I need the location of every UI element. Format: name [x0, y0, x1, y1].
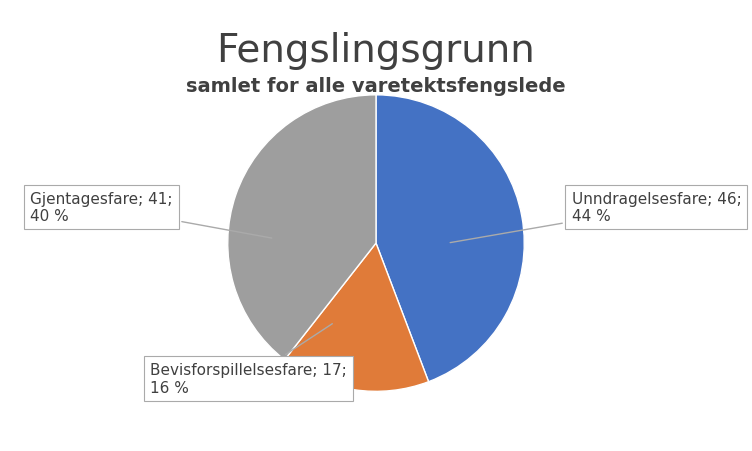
- Text: Bevisforspillelsesfare; 17;
16 %: Bevisforspillelsesfare; 17; 16 %: [150, 324, 347, 395]
- Wedge shape: [228, 96, 376, 360]
- Text: Fengslingsgrunn: Fengslingsgrunn: [217, 32, 535, 69]
- Wedge shape: [284, 244, 429, 391]
- Wedge shape: [376, 96, 524, 382]
- Text: samlet for alle varetektsfengslede: samlet for alle varetektsfengslede: [186, 77, 566, 96]
- Text: Unndragelsesfare; 46;
44 %: Unndragelsesfare; 46; 44 %: [450, 191, 741, 243]
- Text: Gjentagesfare; 41;
40 %: Gjentagesfare; 41; 40 %: [30, 191, 271, 239]
